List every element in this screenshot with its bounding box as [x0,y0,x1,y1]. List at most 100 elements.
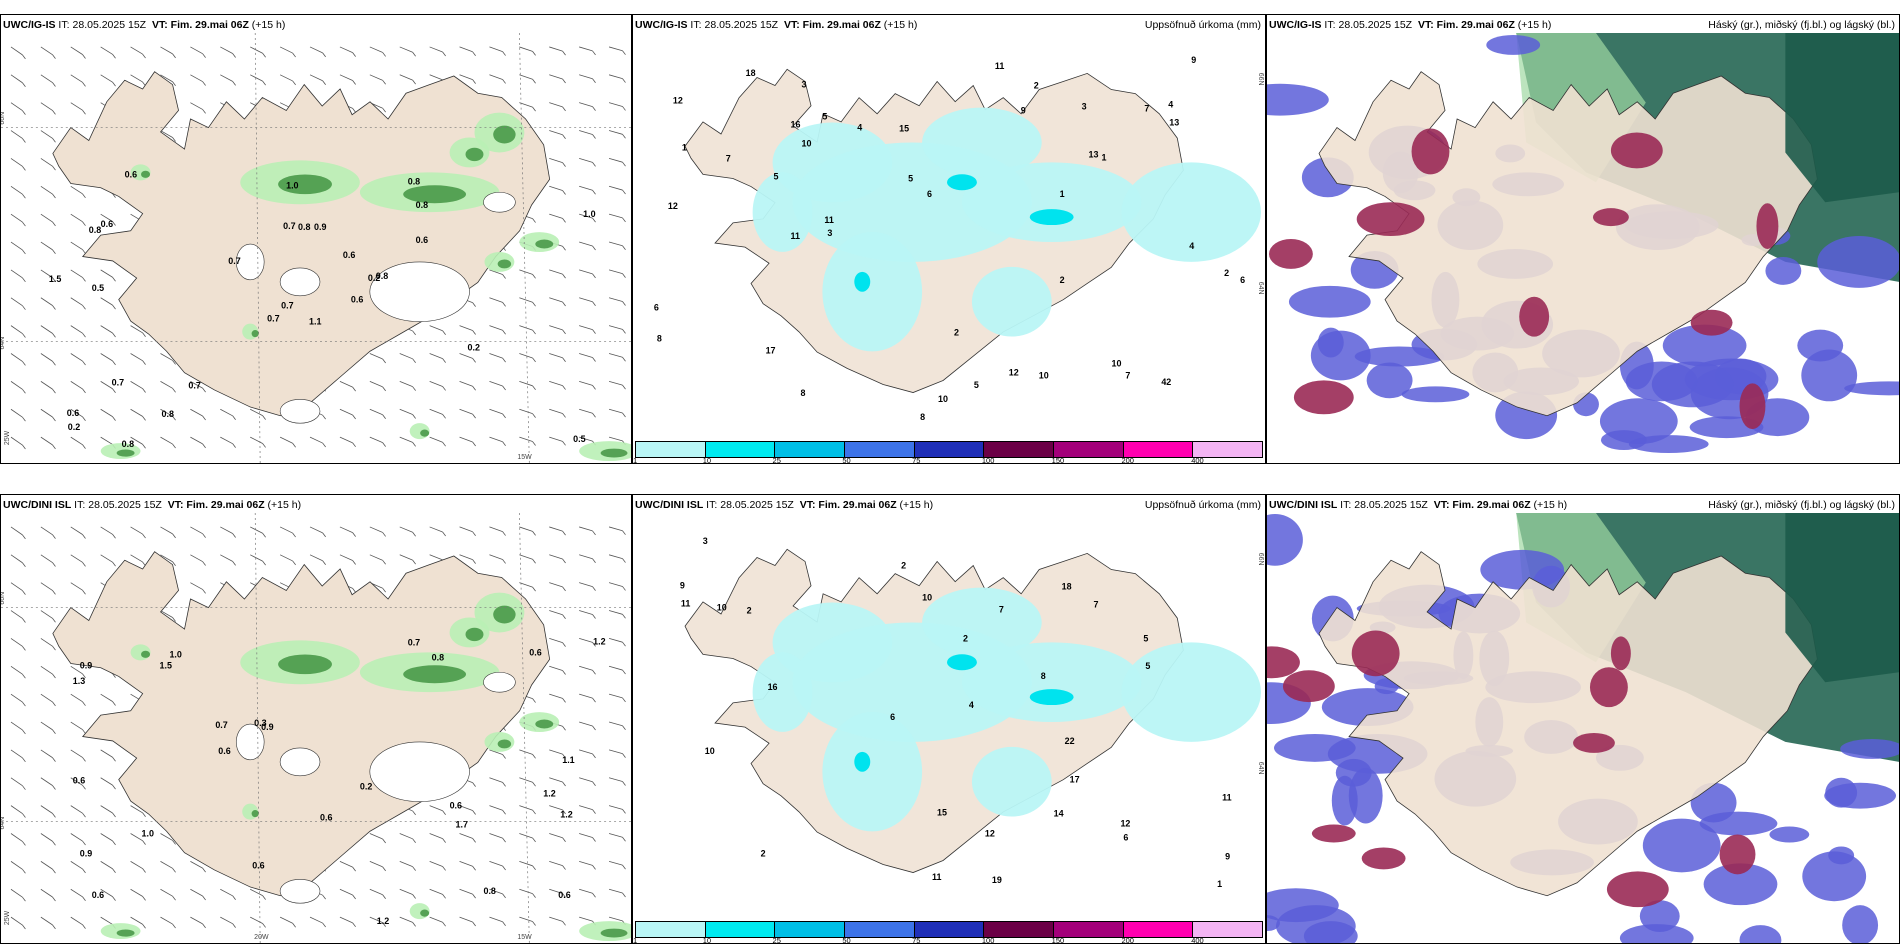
field-title: Háský (gr.), miðský (fj.bl.) og lágský (… [1708,499,1895,511]
wind-barb [459,381,476,391]
cloud-low [1769,826,1810,843]
wind-barb [608,102,626,111]
precip-area [752,652,813,732]
wind-barb [100,408,116,421]
wind-barb [608,325,626,334]
wind-value-label: 1.2 [593,636,605,646]
wind-barb [40,554,56,567]
cloud-stack [1606,871,1669,908]
wind-barb [429,46,446,57]
precip-blob-core [465,147,484,162]
wind-barb [10,381,26,394]
cloud-stack [1311,824,1356,843]
precip-fill-over [752,587,1262,832]
wind-barb [40,102,56,115]
wind-barb [489,381,506,391]
wind-barb [608,213,626,223]
colorbar-tick-label: 50 [842,456,851,464]
wind-barb [40,582,56,595]
cloud-low [1662,324,1747,367]
wind-barb [579,638,596,647]
wind-barb [160,353,176,365]
colorbar-swatch [1193,442,1263,457]
wind-barb [40,888,56,902]
precip-area [961,642,1142,722]
wind-barb [579,353,596,362]
precip-value-label: 8 [657,333,662,343]
precip-value-label: 19 [992,875,1002,885]
panel-header: UWC/IG-IS IT: 28.05.2025 15Z VT: Fim. 29.… [3,19,286,31]
precip-value-label: 4 [1168,100,1173,110]
wind-barb [190,408,206,421]
wind-value-label: 0.6 [67,408,79,418]
precip-value-label: 42 [1161,377,1171,387]
wind-barb [100,888,116,901]
wind-barb [10,749,26,763]
wind-map: 1.10.80.70.60.20.70.80.90.80.60.60.50.51… [1,33,631,463]
wind-barb [130,916,146,929]
wind-barb [100,554,116,567]
precip-value-label: 5 [774,171,779,181]
wind-barb [489,861,506,871]
wind-barb [429,833,446,843]
wind-barb [70,554,86,567]
colorbar-tick-label: 150 [1051,456,1065,464]
wind-barb [339,526,356,537]
precip-blob-core [420,429,430,437]
wind-value-label: 1.0 [583,209,595,219]
wind-barb [70,436,86,449]
wind-barb [608,638,626,647]
wind-barb [70,777,86,790]
precip-blob-core [600,448,628,458]
panel-header: UWC/IG-IS IT: 28.05.2025 15Z VT: Fim. 29.… [635,19,1261,31]
wind-barb [190,46,206,58]
wind-value-label: 0.6 [252,860,264,870]
wind-barb [10,833,26,846]
wind-barb [459,408,476,419]
wind-value-label: 0.8 [408,176,420,186]
wind-barb [519,297,536,307]
precip-value-label: 2 [761,848,766,858]
wind-barb [10,408,26,422]
wind-barb [608,888,626,898]
wind-barb [579,693,596,703]
wind-barb [579,888,596,898]
wind-barb [160,408,176,421]
colorbar-tick-label: 400 [1191,936,1204,944]
wind-barb [40,916,56,930]
wind-value-label: 0.5 [573,434,585,444]
wind-barb [519,777,536,787]
cloud-low [1348,767,1383,824]
wind-barb [279,554,296,566]
precip-map: 2695111019181610127221097111412171115865… [680,536,1264,889]
wind-barb [10,269,26,283]
wind-barb [130,833,146,845]
wind-barb [40,526,56,539]
cloud-low [1801,349,1858,402]
wind-barb [70,102,86,115]
precip-value-label: 10 [922,593,932,603]
cloud-high-dense [1785,33,1899,203]
cloud-stack [1719,834,1756,875]
svg-text:66N: 66N [1,592,6,605]
wind-value-label: 0.9 [80,660,92,670]
wind-barb [279,916,296,928]
wind-barb [549,297,566,307]
wind-barb [369,526,386,537]
precip-value-label: 11 [681,599,690,609]
wind-value-label: 0.6 [218,746,230,756]
wind-barb [519,582,536,592]
wind-barb [100,213,116,226]
wind-barb [100,381,116,393]
wind-value-label: 0.7 [408,637,420,647]
precip-value-label: 2 [901,561,906,571]
wind-barb [130,408,146,421]
wind-barb [489,805,506,815]
wind-barb [339,888,356,900]
wind-barb [10,74,26,87]
wind-value-label: 1.2 [543,789,555,799]
wind-barb [489,526,506,536]
wind-value-label: 0.6 [92,890,104,900]
precip-value-label: 12 [1120,818,1130,828]
precip-green-areas [100,592,631,942]
